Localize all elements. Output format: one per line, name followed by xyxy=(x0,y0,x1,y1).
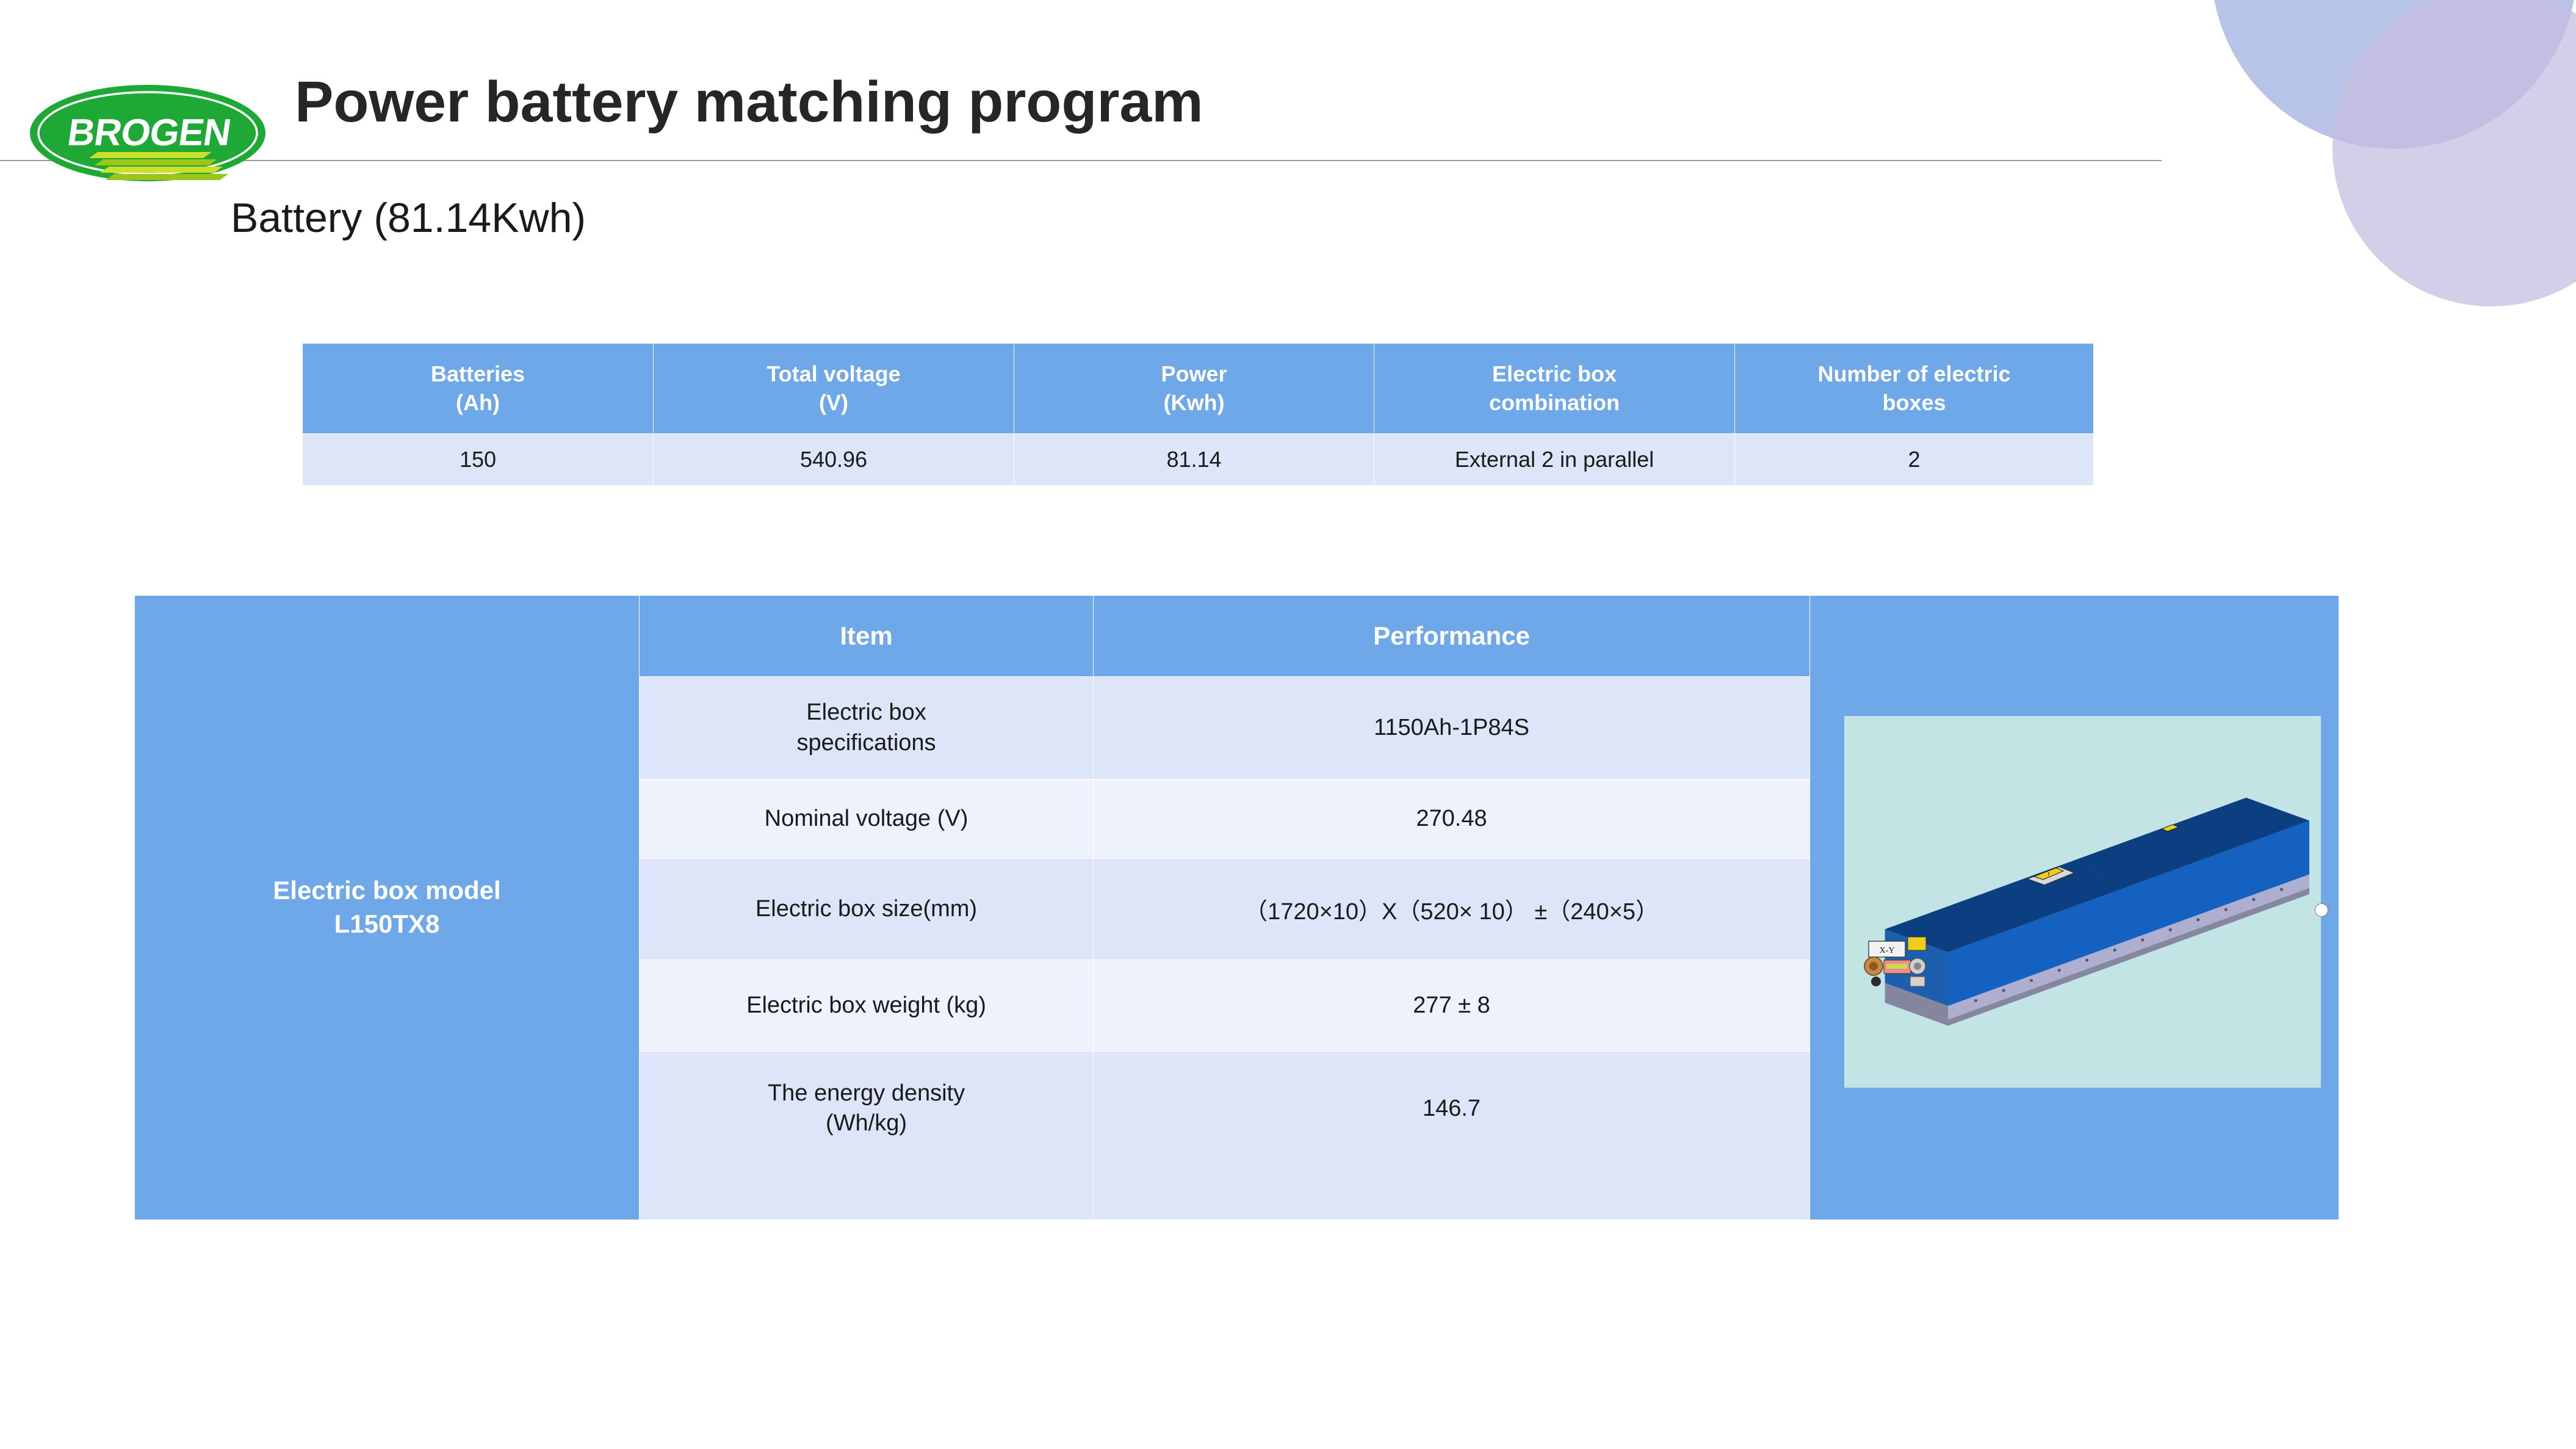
svg-text:!: ! xyxy=(2048,871,2050,877)
svg-text:X-Y: X-Y xyxy=(1880,946,1895,955)
svg-text:BROGEN: BROGEN xyxy=(65,112,233,154)
